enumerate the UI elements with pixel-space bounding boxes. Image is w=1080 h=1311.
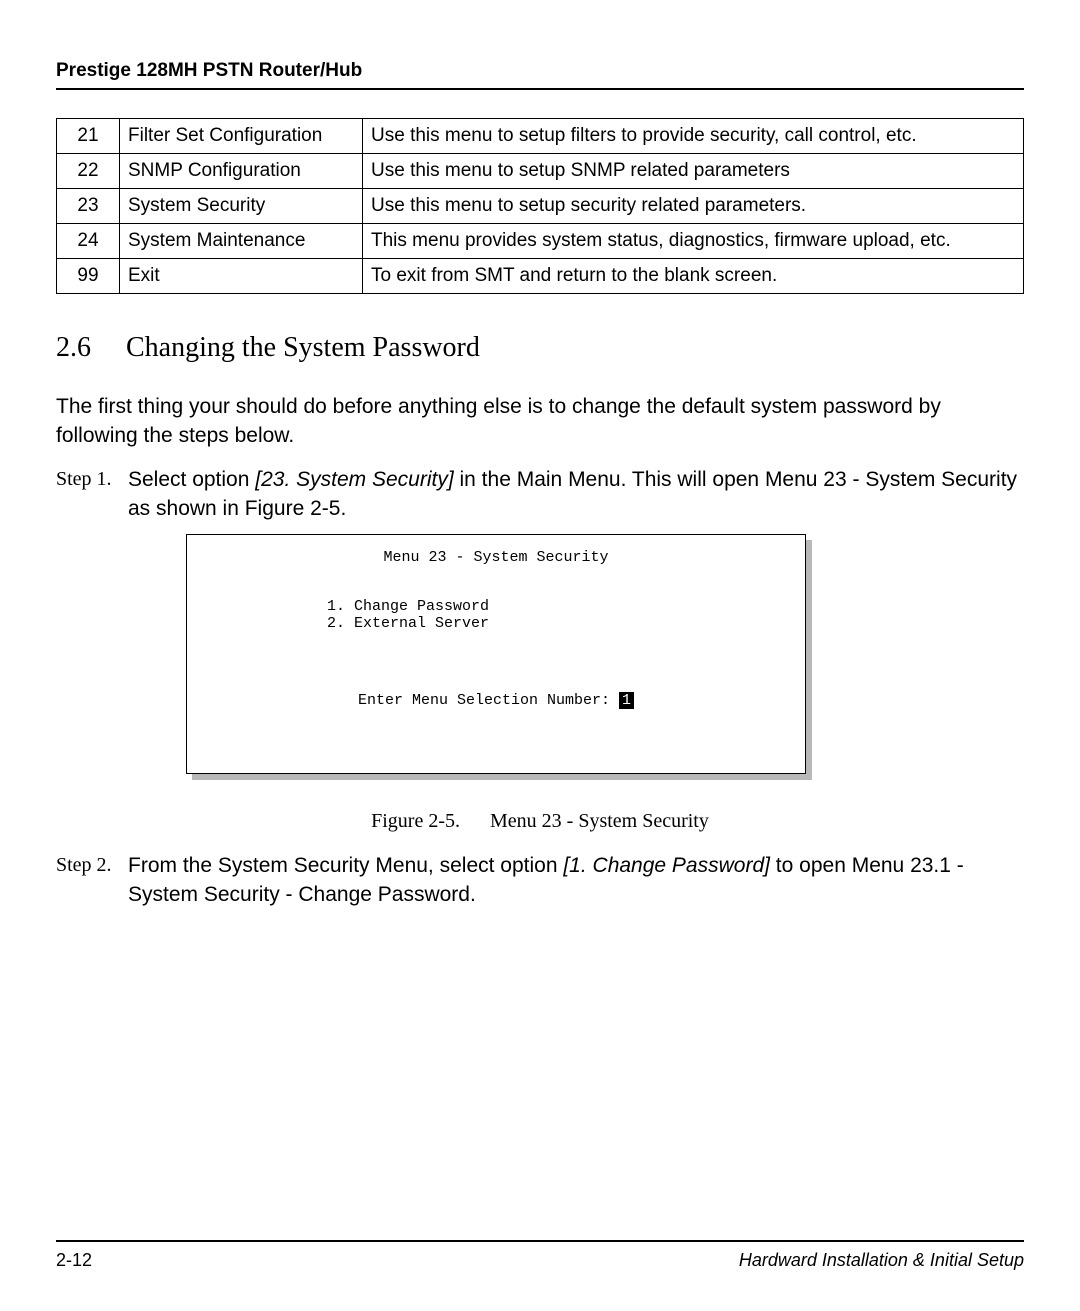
- section-number: 2.6: [56, 332, 126, 364]
- terminal-body: 1. Change Password 2. External Server: [327, 598, 785, 632]
- table-row: 21Filter Set ConfigurationUse this menu …: [57, 119, 1024, 154]
- menu-description: To exit from SMT and return to the blank…: [363, 259, 1024, 294]
- menu-table: 21Filter Set ConfigurationUse this menu …: [56, 118, 1024, 294]
- section-heading: 2.6Changing the System Password: [56, 332, 1024, 364]
- step-2-pre: From the System Security Menu, select op…: [128, 854, 563, 877]
- figure-caption-text: Menu 23 - System Security: [490, 810, 709, 832]
- step-1: Step 1. Select option [23. System Securi…: [56, 465, 1024, 524]
- terminal-prompt-text: Enter Menu Selection Number:: [358, 692, 619, 709]
- figure-caption: Figure 2-5. Menu 23 - System Security: [56, 810, 1024, 833]
- step-1-label: Step 1.: [56, 465, 128, 524]
- menu-number: 23: [57, 189, 120, 224]
- step-2-menuref: [1. Change Password]: [563, 854, 770, 877]
- step-2-label: Step 2.: [56, 851, 128, 910]
- step-1-body: Select option [23. System Security] in t…: [128, 465, 1024, 524]
- table-row: 23System SecurityUse this menu to setup …: [57, 189, 1024, 224]
- page-number: 2-12: [56, 1250, 92, 1271]
- section-title: Changing the System Password: [126, 332, 480, 363]
- menu-number: 22: [57, 154, 120, 189]
- menu-name: System Maintenance: [120, 224, 363, 259]
- step-2-body: From the System Security Menu, select op…: [128, 851, 1024, 910]
- menu-name: Exit: [120, 259, 363, 294]
- step-1-pre: Select option: [128, 468, 255, 491]
- table-row: 99ExitTo exit from SMT and return to the…: [57, 259, 1024, 294]
- terminal-line-2: 2. External Server: [327, 615, 785, 632]
- menu-description: Use this menu to setup filters to provid…: [363, 119, 1024, 154]
- menu-number: 99: [57, 259, 120, 294]
- menu-description: Use this menu to setup SNMP related para…: [363, 154, 1024, 189]
- menu-name: Filter Set Configuration: [120, 119, 363, 154]
- step-2: Step 2. From the System Security Menu, s…: [56, 851, 1024, 910]
- table-row: 24System MaintenanceThis menu provides s…: [57, 224, 1024, 259]
- terminal-figure: Menu 23 - System Security 1. Change Pass…: [186, 534, 806, 774]
- footer-section-title: Hardward Installation & Initial Setup: [739, 1250, 1024, 1271]
- step-1-menuref: [23. System Security]: [255, 468, 453, 491]
- menu-name: System Security: [120, 189, 363, 224]
- menu-description: This menu provides system status, diagno…: [363, 224, 1024, 259]
- table-row: 22SNMP ConfigurationUse this menu to set…: [57, 154, 1024, 189]
- terminal-prompt-value: 1: [619, 692, 634, 709]
- intro-paragraph: The first thing your should do before an…: [56, 392, 1024, 451]
- footer-rule: [56, 1240, 1024, 1242]
- menu-number: 21: [57, 119, 120, 154]
- header-rule: [56, 88, 1024, 90]
- terminal-line-1: 1. Change Password: [327, 598, 785, 615]
- menu-name: SNMP Configuration: [120, 154, 363, 189]
- step-1-post: .: [340, 497, 346, 520]
- terminal-prompt: Enter Menu Selection Number: 1: [207, 692, 785, 709]
- step-1-figref: Figure 2-5: [245, 497, 341, 520]
- terminal-box: Menu 23 - System Security 1. Change Pass…: [186, 534, 806, 774]
- page-header-title: Prestige 128MH PSTN Router/Hub: [56, 60, 1024, 88]
- menu-number: 24: [57, 224, 120, 259]
- page-footer: 2-12 Hardward Installation & Initial Set…: [56, 1240, 1024, 1271]
- terminal-title: Menu 23 - System Security: [207, 549, 785, 566]
- figure-number: Figure 2-5.: [371, 810, 460, 832]
- menu-description: Use this menu to setup security related …: [363, 189, 1024, 224]
